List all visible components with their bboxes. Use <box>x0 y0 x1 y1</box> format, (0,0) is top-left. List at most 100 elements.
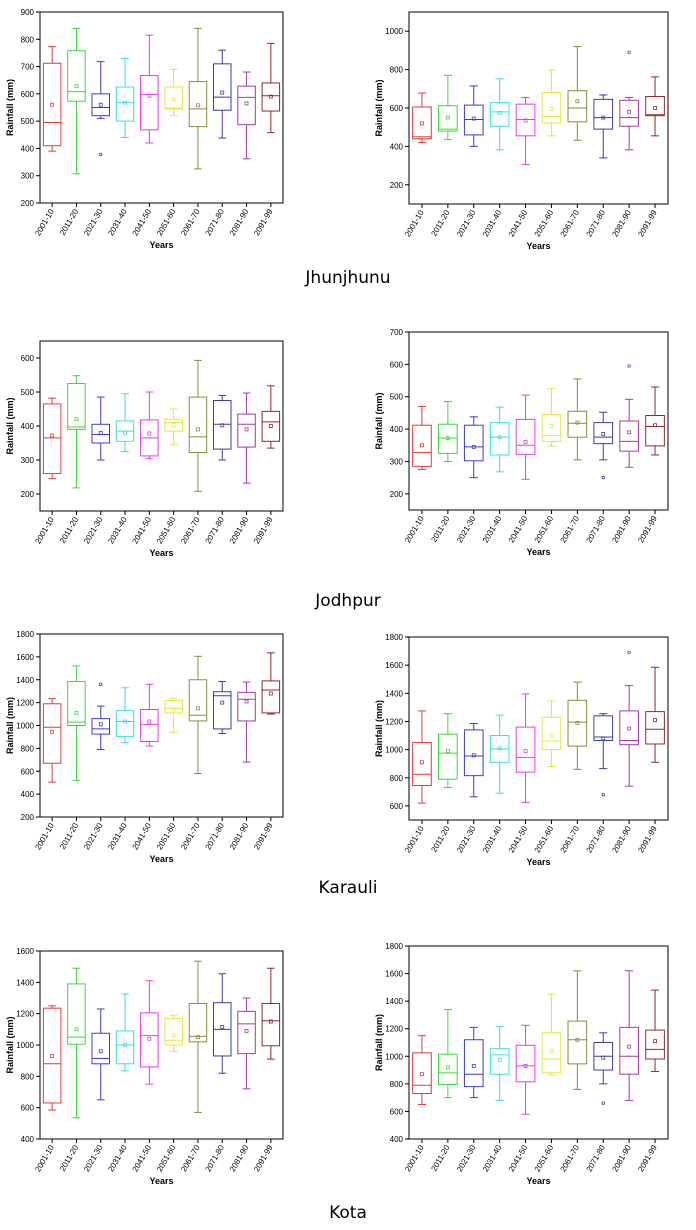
x-tick-label: 2081-90 <box>610 208 633 238</box>
iqr-box <box>164 418 183 432</box>
box-2041-50 <box>140 683 159 747</box>
box-2081-90 <box>237 997 256 1090</box>
x-tick-label: 2041-50 <box>507 1143 530 1173</box>
y-tick-label: 700 <box>21 63 35 72</box>
iqr-box <box>515 1044 536 1083</box>
box-2081-90 <box>619 364 639 468</box>
box-2061-70 <box>567 378 588 461</box>
iqr-box <box>567 1020 588 1065</box>
box-2021-30 <box>463 723 484 798</box>
iqr-box <box>645 95 665 117</box>
iqr-box <box>237 85 256 126</box>
box-2071-80 <box>593 411 614 480</box>
iqr-box <box>619 710 639 746</box>
iqr-box <box>463 729 484 777</box>
x-tick-label: 2041-50 <box>507 824 530 854</box>
iqr-box <box>412 106 432 140</box>
y-tick-label: 600 <box>390 1107 404 1116</box>
y-axis-title: Rainfall (mm) <box>374 1014 384 1071</box>
x-tick-label: 2041-50 <box>131 1143 154 1173</box>
y-tick-label: 1200 <box>16 699 34 708</box>
y-tick-label: 1200 <box>385 1025 403 1034</box>
y-axis-title: Rainfall (mm) <box>5 79 15 136</box>
y-tick-label: 200 <box>21 199 35 208</box>
y-tick-label: 400 <box>390 1135 404 1144</box>
mean-marker <box>549 1048 554 1053</box>
x-tick-label: 2001-10 <box>33 1143 56 1173</box>
box-2021-30 <box>91 1008 110 1101</box>
box-2021-30 <box>463 416 484 479</box>
mean-marker <box>627 1044 632 1049</box>
iqr-box <box>164 699 183 714</box>
box-2051-60 <box>541 388 562 447</box>
y-tick-label: 800 <box>21 744 35 753</box>
x-tick-label: 2001-10 <box>403 824 426 854</box>
box-2031-40 <box>489 78 510 151</box>
box-2001-10 <box>42 397 62 480</box>
x-tick-label: 2071-80 <box>585 824 608 854</box>
mean-marker <box>627 109 632 114</box>
x-tick-label: 2081-90 <box>228 821 251 851</box>
box-2051-60 <box>541 993 562 1076</box>
y-axis-title: Rainfall (mm) <box>374 392 384 449</box>
iqr-box <box>541 716 562 751</box>
iqr-box <box>188 1002 208 1043</box>
y-tick-label: 600 <box>21 1104 35 1113</box>
box-2051-60 <box>164 408 183 446</box>
y-tick-label: 1000 <box>385 1052 403 1061</box>
x-axis-title: Years <box>526 857 550 867</box>
mean-marker <box>196 1035 200 1040</box>
y-tick-label: 1800 <box>16 630 34 639</box>
box-2011-20 <box>438 74 458 141</box>
x-tick-label: 2001-10 <box>33 515 56 545</box>
mean-marker <box>50 102 55 107</box>
x-axis-title: Years <box>149 240 173 250</box>
mean-marker <box>471 753 476 758</box>
x-tick-label: 2021-30 <box>82 1143 105 1173</box>
y-tick-label: 700 <box>390 328 404 337</box>
x-tick-label: 2051-60 <box>533 1143 556 1173</box>
x-tick-label: 2031-40 <box>481 824 504 854</box>
x-tick-label: 2061-70 <box>559 1143 582 1173</box>
plot-frame <box>408 945 669 1140</box>
box-2041-50 <box>515 693 536 803</box>
y-axis-title: Rainfall (mm) <box>374 79 384 136</box>
y-tick-label: 600 <box>21 354 35 363</box>
x-tick-label: 2051-60 <box>155 207 178 237</box>
iqr-box <box>515 418 536 455</box>
mean-marker <box>523 749 528 753</box>
mean-marker <box>196 706 200 711</box>
mean-marker <box>268 424 273 428</box>
iqr-box <box>188 396 208 454</box>
x-tick-label: 2041-50 <box>131 515 154 545</box>
box-2011-20 <box>438 713 458 789</box>
iqr-box <box>438 1053 458 1086</box>
box-2001-10 <box>412 710 432 804</box>
iqr-box <box>463 424 484 462</box>
mean-marker <box>653 718 657 722</box>
region-title-jodhpur: Jodhpur <box>314 591 381 611</box>
y-tick-label: 1400 <box>16 978 34 987</box>
x-tick-label: 2011-20 <box>58 1143 80 1173</box>
mean-marker <box>220 1025 225 1029</box>
box-2011-20 <box>67 375 86 489</box>
region-title-jhunjhunu: Jhunjhunu <box>304 268 390 288</box>
x-tick-label: 2011-20 <box>58 821 80 851</box>
x-tick-label: 2031-40 <box>106 515 129 545</box>
x-tick-label: 2071-80 <box>585 208 608 238</box>
mean-marker <box>420 1072 424 1077</box>
box-2031-40 <box>115 57 135 139</box>
x-tick-label: 2011-20 <box>429 208 451 238</box>
box-2091-99 <box>261 42 281 134</box>
box-2091-99 <box>645 989 665 1072</box>
box-2001-10 <box>42 46 62 152</box>
x-tick-label: 2051-60 <box>155 1143 178 1173</box>
x-axis-title: Years <box>526 547 550 557</box>
box-2001-10 <box>412 1035 432 1106</box>
mean-marker <box>98 430 103 435</box>
x-tick-label: 2051-60 <box>155 515 178 545</box>
y-tick-label: 800 <box>390 1080 404 1089</box>
box-2031-40 <box>115 687 135 744</box>
plot-frame <box>408 636 669 821</box>
